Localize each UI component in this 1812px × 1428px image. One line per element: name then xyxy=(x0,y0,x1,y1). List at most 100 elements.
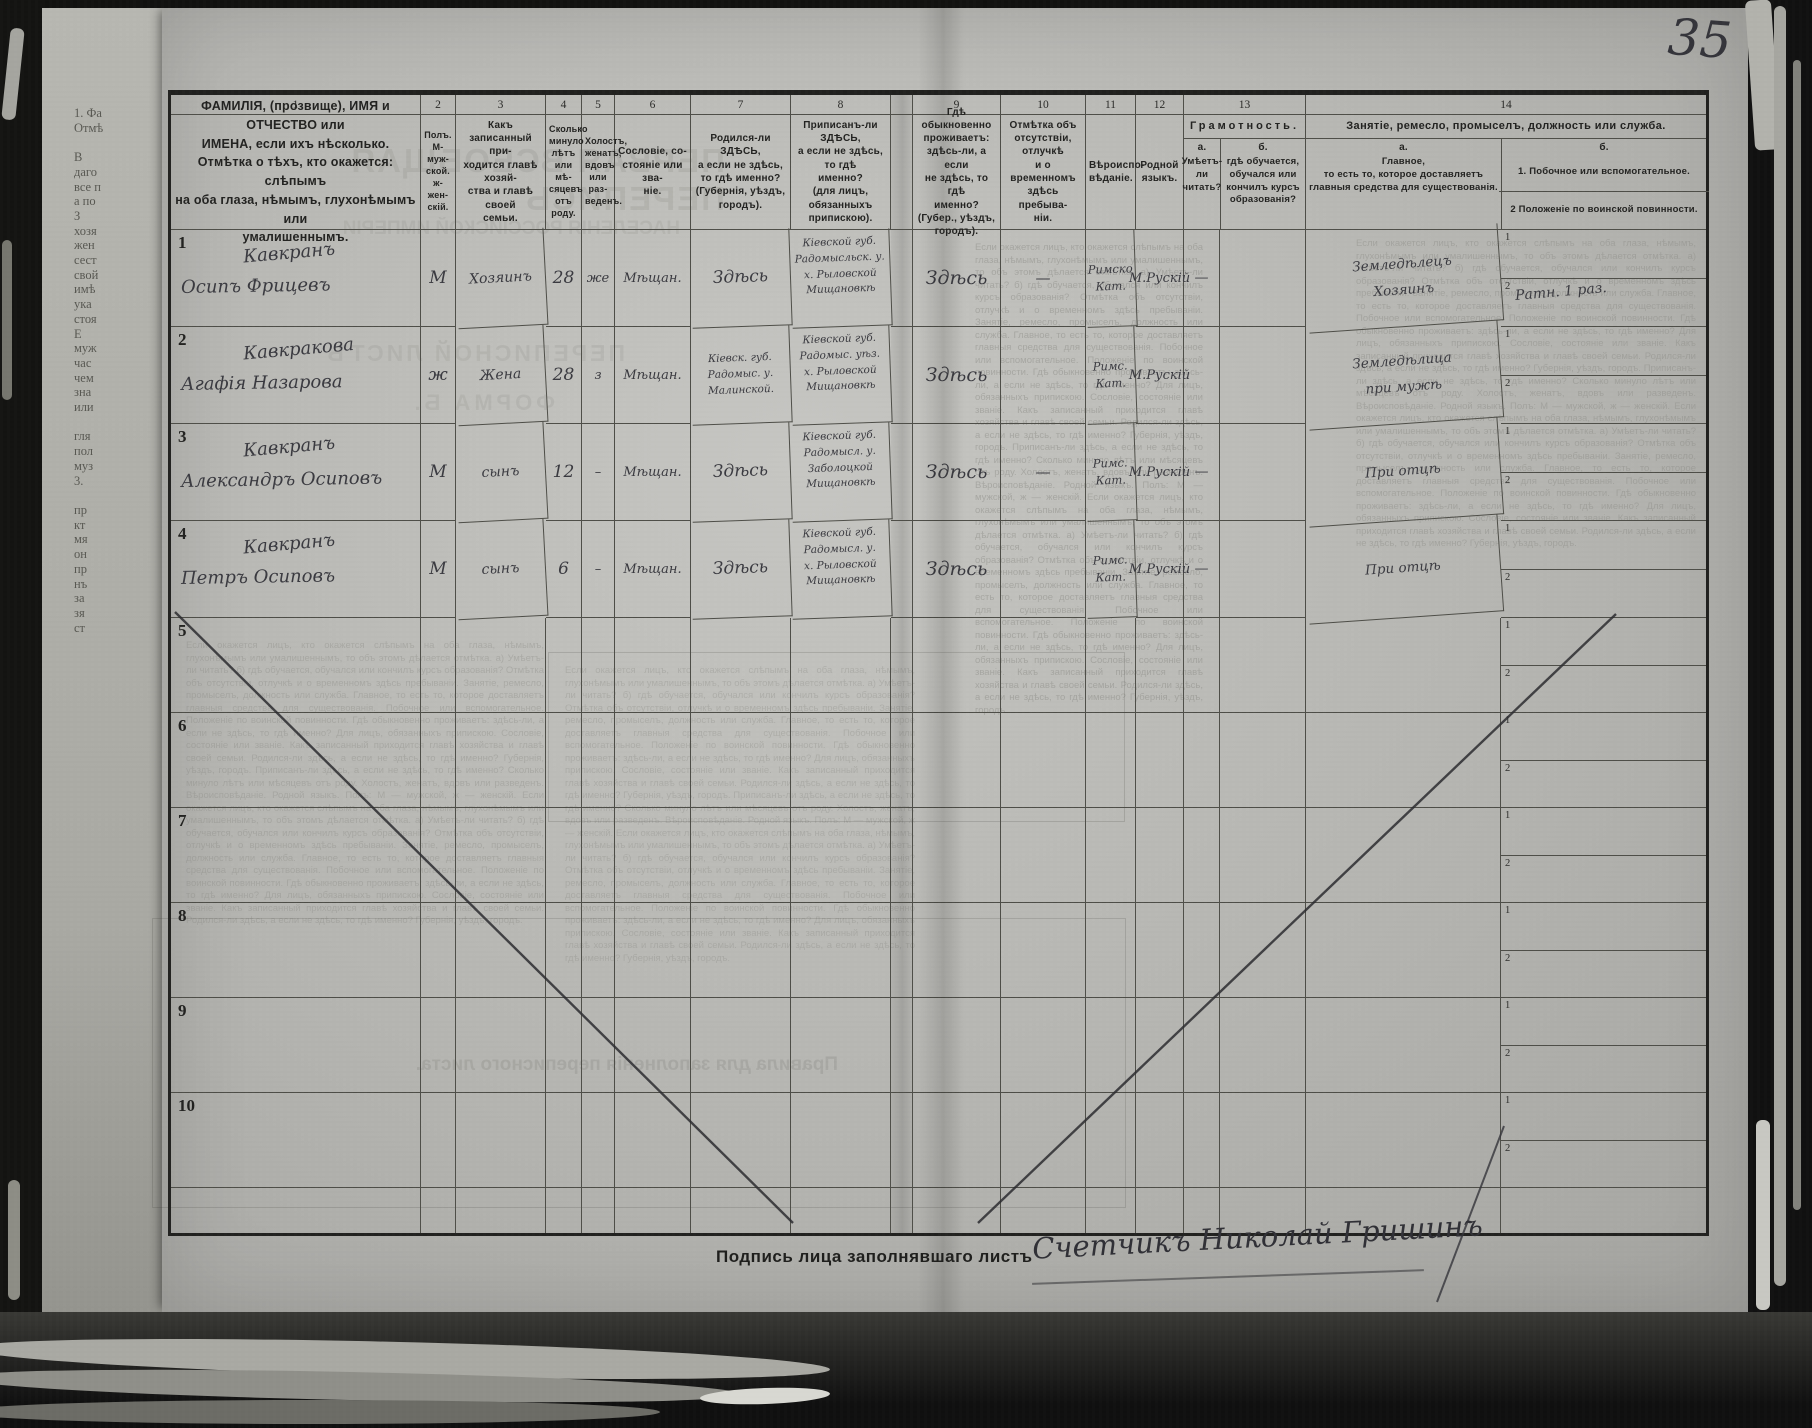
empty-cell xyxy=(421,1093,456,1188)
sub-number-2: 2 xyxy=(1505,858,1511,869)
registration-cell: Кіевской губ. Радомысл. у. Заболоцкой Ми… xyxy=(789,422,893,523)
empty-cell xyxy=(913,903,1001,998)
empty-cell xyxy=(913,808,1001,903)
header-residence: Гдѣ обыкновенно проживаетъ: здѣсь-ли, а … xyxy=(913,107,1001,237)
empty-cell xyxy=(913,1188,1001,1233)
page-fold xyxy=(891,327,913,424)
sub-number-2: 2 xyxy=(1505,475,1511,486)
empty-cell xyxy=(615,618,691,713)
empty-cell xyxy=(791,1093,891,1188)
military-handwriting: Ратн. 1 раз. xyxy=(1514,279,1608,304)
empty-cell xyxy=(456,998,546,1093)
empty-cell xyxy=(1306,618,1501,713)
col-number: 5 xyxy=(582,95,615,115)
empty-cell xyxy=(1184,998,1220,1093)
table-row-name-cell: 3 Кавкранъ Александръ Осиповъ xyxy=(171,424,421,521)
absence-cell xyxy=(1001,327,1086,424)
registration-cell: Кіевской губ. Радомысл. у. х. Рыловской … xyxy=(789,519,893,620)
book-edge xyxy=(0,0,1812,8)
relation-cell: сынъ xyxy=(453,421,549,524)
sub-number-1: 1 xyxy=(1505,232,1511,243)
page-fold xyxy=(891,618,913,713)
header-names: ФАМИЛІЯ, (прозвище), ИМЯ и ОТЧЕСТВО или … xyxy=(171,99,421,244)
empty-cell xyxy=(546,1093,582,1188)
empty-cell xyxy=(456,808,546,903)
marital-cell: – xyxy=(582,424,615,521)
sub-number-1: 1 xyxy=(1505,620,1511,631)
census-table: 1 2 3 4 5 6 7 8 9 10 11 12 13 14 ФАМИЛІЯ… xyxy=(168,90,1709,1236)
header-literacy: Грамотность. а. Умѣетъ- ли читать? б. гд… xyxy=(1181,115,1306,230)
header-absence: Отмѣтка объ отсутствіи, отлучкѣ и о врем… xyxy=(1001,115,1086,230)
education-cell xyxy=(1220,521,1306,618)
previous-page-text-fragments: 1. Фа Отмѣ В даго все п а по З хозя жен … xyxy=(74,106,104,635)
birthplace-cell: Здѣсь xyxy=(689,422,793,523)
empty-cell xyxy=(791,713,891,808)
empty-cell xyxy=(1306,713,1501,808)
header-education: гдѣ обучается, обучался или кончилъ курс… xyxy=(1226,155,1300,206)
header-occupation-title: Занятіе, ремесло, промыселъ, должность и… xyxy=(1306,115,1706,139)
page-fold xyxy=(891,808,913,903)
empty-cell xyxy=(1501,1188,1706,1233)
empty-cell xyxy=(615,808,691,903)
empty-cell xyxy=(421,618,456,713)
empty-cell xyxy=(1001,903,1086,998)
header-military-status: 2 Положеніе по воинской повинности. xyxy=(1510,204,1698,216)
header-can-read: Умѣетъ- ли читать? xyxy=(1181,155,1223,193)
marital-cell: – xyxy=(582,521,615,618)
page-fold xyxy=(891,903,913,998)
age-cell: 12 xyxy=(546,424,582,521)
empty-cell xyxy=(1086,1093,1136,1188)
empty-cell xyxy=(1136,618,1184,713)
row-number: 8 xyxy=(178,906,187,925)
empty-cell xyxy=(1184,713,1220,808)
empty-cell xyxy=(582,618,615,713)
page-edge xyxy=(1756,1120,1770,1310)
empty-cell xyxy=(691,618,791,713)
surname-handwriting: Кавкракова xyxy=(242,333,355,365)
military-cell: 1 2 Ратн. 1 раз. xyxy=(1501,230,1706,327)
col-number: 12 xyxy=(1136,95,1184,115)
sex-cell: М xyxy=(421,424,456,521)
sub-number-1: 1 xyxy=(1505,426,1511,437)
empty-cell xyxy=(691,903,791,998)
empty-cell xyxy=(1001,713,1086,808)
military-cell: 1 2 xyxy=(1501,327,1706,424)
empty-cell xyxy=(791,1188,891,1233)
book-edge xyxy=(0,0,42,1428)
header-occupation: Занятіе, ремесло, промыселъ, должность и… xyxy=(1306,115,1709,230)
header-literacy-title: Грамотность. xyxy=(1184,115,1305,139)
registration-cell: Кіевской губ. Радомыс. уѣз. х. Рыловской… xyxy=(789,325,893,426)
col-number: 6 xyxy=(615,95,691,115)
sex-cell: М xyxy=(421,230,456,327)
empty-cell xyxy=(1086,903,1136,998)
header-side-occupation: 1. Побочное или вспомогательное. xyxy=(1499,154,1709,192)
table-row-name-cell: 2 Кавкракова Агафія Назарова xyxy=(171,327,421,424)
sub-number-2: 2 xyxy=(1505,1143,1511,1154)
occupation-cell: При отцѣ xyxy=(1302,417,1505,528)
empty-cell xyxy=(546,713,582,808)
birthplace-cell: Здѣсь xyxy=(689,228,793,329)
sub-number-2: 2 xyxy=(1505,281,1511,292)
empty-cell xyxy=(546,998,582,1093)
page-fold xyxy=(891,115,913,230)
page-fold xyxy=(891,1093,913,1188)
relation-cell: Хозяинъ xyxy=(453,227,549,330)
col-number: 1 xyxy=(171,95,421,115)
empty-cell xyxy=(913,618,1001,713)
empty-cell xyxy=(691,1093,791,1188)
table-row-name-cell: 7 xyxy=(171,808,421,903)
page-edge xyxy=(0,1400,660,1424)
surname-handwriting: Кавкранъ xyxy=(242,238,336,268)
empty-cell xyxy=(1001,1093,1086,1188)
col-number: 7 xyxy=(691,95,791,115)
underlying-page xyxy=(42,0,170,1318)
row-number: 9 xyxy=(178,1001,187,1020)
given-name-handwriting: Агафія Назарова xyxy=(180,371,343,396)
empty-cell xyxy=(1220,713,1306,808)
language-cell: М.Рускій xyxy=(1129,327,1190,424)
